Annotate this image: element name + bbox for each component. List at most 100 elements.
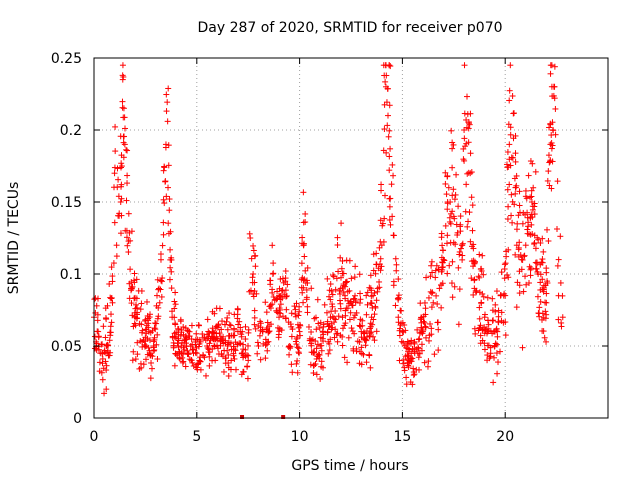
- data-point: [174, 352, 181, 359]
- data-point: [202, 372, 209, 379]
- data-point: [373, 250, 380, 257]
- data-point: [509, 219, 516, 226]
- data-point: [274, 324, 281, 331]
- data-point: [501, 265, 508, 272]
- data-point: [334, 338, 341, 345]
- data-point: [165, 184, 172, 191]
- data-point: [202, 337, 209, 344]
- data-point: [485, 321, 492, 328]
- data-point: [264, 324, 271, 331]
- data-point: [450, 239, 457, 246]
- data-point: [529, 160, 536, 167]
- data-point: [102, 334, 109, 341]
- data-point: [339, 270, 346, 277]
- data-point: [454, 232, 461, 239]
- data-point: [114, 184, 121, 191]
- data-point: [502, 260, 509, 267]
- data-point: [295, 324, 302, 331]
- data-point: [219, 318, 226, 325]
- data-point: [544, 226, 551, 233]
- data-point: [154, 355, 161, 362]
- data-point: [353, 348, 360, 355]
- data-point: [444, 173, 451, 180]
- axis-ticks: 0 5 10 15 20 0 0.05 0.1 0.15 0.2 0.25: [51, 51, 608, 445]
- data-point: [378, 242, 385, 249]
- data-point: [504, 186, 511, 193]
- data-point: [224, 326, 231, 333]
- data-point: [380, 147, 387, 154]
- data-point: [356, 300, 363, 307]
- data-point: [455, 321, 462, 328]
- data-point: [138, 321, 145, 328]
- data-point: [296, 321, 303, 328]
- data-point: [465, 218, 472, 225]
- data-point: [371, 311, 378, 318]
- data-point: [244, 363, 251, 370]
- data-point: [360, 329, 367, 336]
- data-point: [344, 305, 351, 312]
- data-point: [316, 324, 323, 331]
- data-point: [484, 357, 491, 364]
- data-point: [269, 242, 276, 249]
- data-point: [303, 286, 310, 293]
- data-point: [403, 344, 410, 351]
- data-point: [267, 281, 274, 288]
- data-point: [143, 356, 150, 363]
- data-point: [118, 160, 125, 167]
- data-point: [103, 362, 110, 369]
- data-point: [96, 359, 103, 366]
- data-point: [108, 319, 115, 326]
- data-point: [326, 347, 333, 354]
- data-point: [363, 311, 370, 318]
- data-point: [550, 92, 557, 99]
- data-point: [197, 358, 204, 365]
- data-point: [547, 141, 554, 148]
- data-point: [180, 351, 187, 358]
- data-point: [190, 346, 197, 353]
- data-point: [463, 181, 470, 188]
- data-point: [209, 328, 216, 335]
- data-point: [163, 91, 170, 98]
- y-tick-label: 0.15: [51, 195, 82, 211]
- data-point: [100, 365, 107, 372]
- data-point: [541, 334, 548, 341]
- data-point: [547, 70, 554, 77]
- data-point: [107, 329, 114, 336]
- data-point: [425, 294, 432, 301]
- data-point: [366, 352, 373, 359]
- data-point: [364, 289, 371, 296]
- data-point: [159, 242, 166, 249]
- data-point: [302, 210, 309, 217]
- data-point: [485, 342, 492, 349]
- data-point: [167, 246, 174, 253]
- data-point: [256, 332, 263, 339]
- data-point: [367, 299, 374, 306]
- data-point: [410, 372, 417, 379]
- data-point: [267, 302, 274, 309]
- data-point: [464, 170, 471, 177]
- data-point: [278, 327, 285, 334]
- data-point: [439, 242, 446, 249]
- y-tick-label: 0.05: [51, 339, 82, 355]
- data-point: [226, 332, 233, 339]
- axis-marker: [281, 415, 286, 419]
- data-point: [367, 272, 374, 279]
- data-point: [133, 276, 140, 283]
- data-point: [468, 243, 475, 250]
- data-point: [102, 358, 109, 365]
- data-point: [524, 226, 531, 233]
- data-point: [422, 334, 429, 341]
- data-point: [121, 125, 128, 132]
- data-point: [270, 293, 277, 300]
- data-point: [115, 176, 122, 183]
- data-point: [337, 305, 344, 312]
- data-point: [180, 324, 187, 331]
- data-point: [525, 219, 532, 226]
- data-point: [428, 262, 435, 269]
- data-point: [386, 62, 393, 69]
- data-point: [317, 375, 324, 382]
- data-point: [213, 335, 220, 342]
- data-point: [332, 316, 339, 323]
- data-point: [286, 343, 293, 349]
- data-point: [242, 336, 249, 343]
